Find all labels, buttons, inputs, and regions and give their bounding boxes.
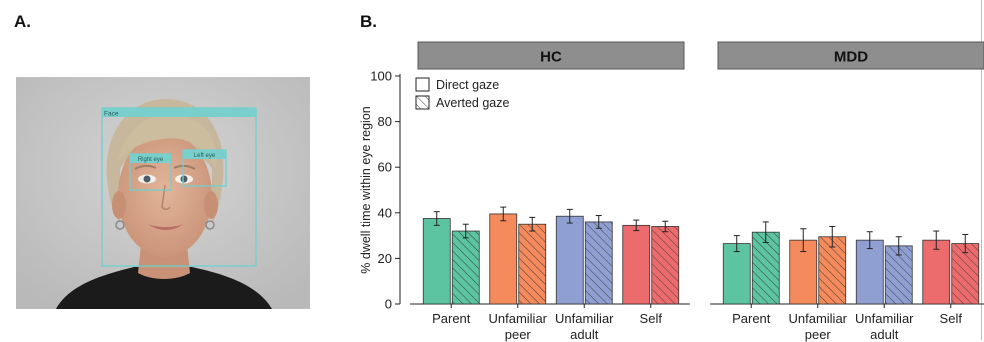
panel-label-a: A. — [14, 12, 31, 31]
x-tick-label: adult — [870, 327, 899, 342]
bar-direct — [489, 213, 518, 305]
left-brow — [173, 164, 196, 170]
bar-direct — [722, 243, 751, 305]
y-tick-label: 0 — [385, 297, 392, 312]
left-ear — [204, 191, 218, 219]
nose — [161, 184, 171, 210]
right-ear — [112, 191, 126, 219]
hair-fringe — [118, 114, 217, 169]
x-tick-label: Parent — [432, 311, 471, 326]
y-tick-label: 20 — [378, 251, 392, 266]
y-axis-label: % dwell time within eye region — [359, 106, 373, 273]
bar-averted-hatch — [884, 245, 913, 305]
right-eye-aoi-label: Right eye — [138, 157, 164, 163]
x-tick-label: Unfamiliar — [555, 311, 614, 326]
bar-direct — [555, 215, 584, 305]
left-earring — [205, 220, 215, 230]
legend-swatch-averted — [415, 95, 430, 110]
bar-averted-hatch — [818, 236, 847, 305]
bar-direct — [422, 218, 451, 305]
shirt — [56, 267, 272, 309]
x-tick-label: Unfamiliar — [788, 311, 847, 326]
group-header-hc — [417, 41, 685, 70]
right-brow — [134, 164, 157, 170]
group-header-label: HC — [540, 49, 562, 66]
bar-averted-hatch — [451, 230, 480, 305]
bar-averted-hatch — [584, 221, 613, 305]
y-tick-label: 60 — [378, 160, 392, 175]
mouth — [148, 224, 183, 230]
bar-averted-hatch — [951, 243, 980, 305]
left-eye-aoi-label-bg — [183, 150, 226, 159]
group-header-mdd — [717, 41, 984, 70]
group-header-label: MDD — [834, 49, 868, 66]
y-tick-label: 80 — [378, 114, 392, 129]
bar-direct — [622, 224, 651, 305]
dwell-time-chart: 0 20 40 60 80 100 % dwell time within eye regi… — [359, 41, 984, 342]
bar-direct — [855, 239, 884, 305]
bar-direct — [922, 239, 951, 305]
face-photo: Face Right eye Left eye — [16, 77, 310, 309]
legend-label-averted: Averted gaze — [436, 96, 509, 110]
panel-label-b: B. — [360, 12, 377, 31]
legend-label-direct: Direct gaze — [436, 78, 499, 92]
left-eye-aoi-label: Left eye — [194, 153, 216, 159]
face-shape — [118, 133, 212, 257]
bar-averted-hatch — [751, 231, 780, 305]
x-tick-label: peer — [505, 327, 532, 342]
x-tick-label: Unfamiliar — [855, 311, 914, 326]
figure-frame — [10, 0, 982, 340]
x-tick-label: Self — [940, 311, 963, 326]
x-tick-label: Parent — [732, 311, 771, 326]
y-tick-label: 40 — [378, 205, 392, 220]
x-tick-label: Unfamiliar — [488, 311, 547, 326]
y-tick-label: 100 — [370, 69, 392, 84]
x-tick-label: peer — [805, 327, 832, 342]
bar-averted-hatch — [651, 226, 680, 305]
right-earring — [115, 220, 125, 230]
right-eye-aoi-label-bg — [130, 154, 171, 163]
bar-averted-hatch — [518, 223, 547, 305]
legend-swatch-direct — [415, 77, 430, 92]
face-aoi-label: Face — [104, 111, 119, 118]
x-tick-label: adult — [570, 327, 599, 342]
face-aoi-label-bg — [102, 108, 256, 117]
x-tick-label: Self — [640, 311, 663, 326]
